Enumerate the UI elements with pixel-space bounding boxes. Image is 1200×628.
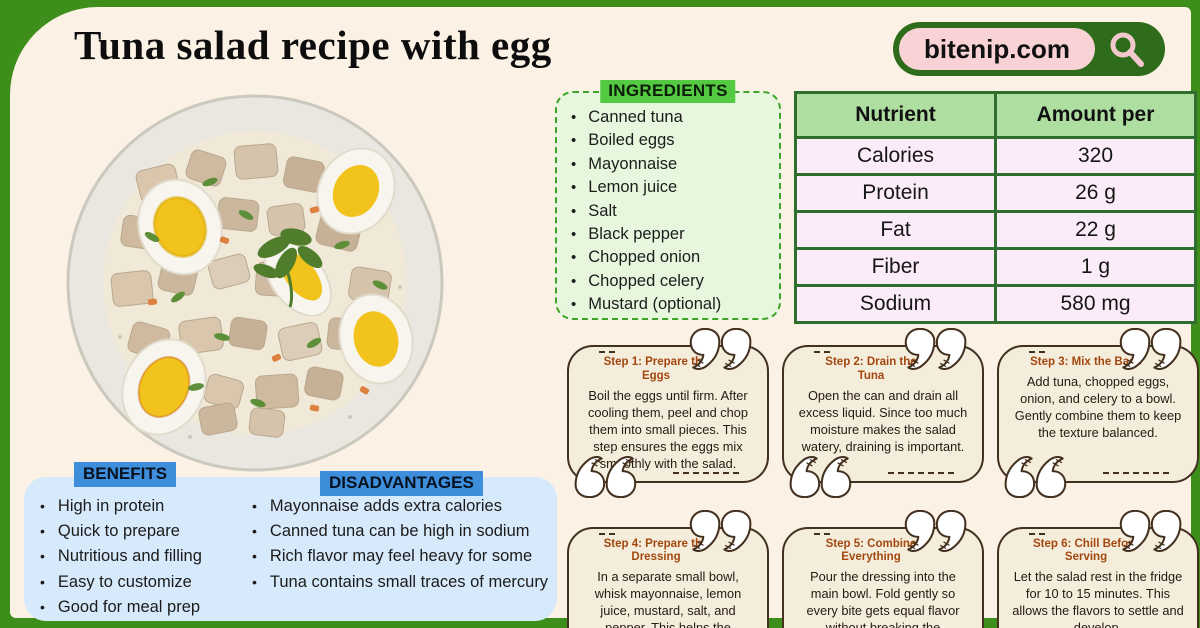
ingredient-item: Salt bbox=[571, 200, 771, 223]
tuna-salad-bowl-image bbox=[66, 94, 444, 472]
doodle-dash bbox=[599, 351, 615, 353]
benefit-item: Quick to prepare bbox=[40, 519, 252, 544]
doodle-dash bbox=[1103, 471, 1169, 474]
ingredient-item: Canned tuna bbox=[571, 106, 771, 129]
content-panel: Tuna salad recipe with egg bitenip.com bbox=[10, 7, 1199, 628]
site-badge[interactable]: bitenip.com bbox=[893, 22, 1165, 76]
benefit-item: Easy to customize bbox=[40, 570, 252, 595]
nutrient-value: 1 g bbox=[994, 247, 1197, 287]
quote-icon bbox=[573, 456, 637, 498]
ingredient-item: Mayonnaise bbox=[571, 153, 771, 176]
nutrient-name: Fat bbox=[794, 210, 997, 250]
nutrient-name: Protein bbox=[794, 173, 997, 213]
table-row: Sodium 580 mg bbox=[794, 284, 1197, 324]
step-card: Step 6: Chill Before Serving Let the sal… bbox=[997, 527, 1199, 628]
search-icon[interactable] bbox=[1107, 31, 1147, 69]
disadvantage-item: Mayonnaise adds extra calories bbox=[252, 494, 551, 519]
ingredient-item: Black pepper bbox=[571, 223, 771, 246]
nutrient-value: 22 g bbox=[994, 210, 1197, 250]
step-title: Step 4: Prepare the Dressing bbox=[603, 537, 709, 564]
step-card: Step 1: Prepare the Eggs Boil the eggs u… bbox=[567, 345, 769, 483]
quote-icon bbox=[904, 328, 968, 370]
table-row: Fiber 1 g bbox=[794, 247, 1197, 287]
table-row: Calories 320 bbox=[794, 136, 1197, 176]
nutrient-name: Calories bbox=[794, 136, 997, 176]
step-title: Step 1: Prepare the Eggs bbox=[603, 356, 709, 382]
step-title: Step 5: Combine Everything bbox=[825, 537, 917, 564]
disadvantages-list: Mayonnaise adds extra caloriesCanned tun… bbox=[252, 494, 551, 595]
steps-grid: Step 1: Prepare the Eggs Boil the eggs u… bbox=[567, 345, 1199, 628]
benefit-item: Good for meal prep bbox=[40, 595, 252, 620]
quote-icon bbox=[904, 510, 968, 552]
quote-icon bbox=[689, 328, 753, 370]
step-body: Open the can and drain all excess liquid… bbox=[798, 387, 968, 454]
benefit-item: Nutritious and filling bbox=[40, 544, 252, 569]
doodle-dash bbox=[673, 471, 739, 474]
nutrient-value: 26 g bbox=[994, 173, 1197, 213]
disadvantage-item: Canned tuna can be high in sodium bbox=[252, 519, 551, 544]
ingredients-panel: INGREDIENTS Canned tunaBoiled eggsMayonn… bbox=[555, 80, 781, 320]
step-card: Step 4: Prepare the Dressing In a separa… bbox=[567, 527, 769, 628]
step-body: Let the salad rest in the fridge for 10 … bbox=[1012, 569, 1184, 628]
benefits-header: BENEFITS bbox=[74, 462, 177, 487]
nutrient-name: Fiber bbox=[794, 247, 997, 287]
ingredient-item: Chopped celery bbox=[571, 270, 771, 293]
quote-icon bbox=[788, 456, 852, 498]
ingredient-item: Lemon juice bbox=[571, 176, 771, 199]
ingredients-header: INGREDIENTS bbox=[600, 80, 736, 103]
quote-icon bbox=[689, 510, 753, 552]
doodle-dash bbox=[888, 471, 954, 474]
nutrient-value: 320 bbox=[994, 136, 1197, 176]
nutrient-value: 580 mg bbox=[994, 284, 1197, 324]
benefits-list: High in proteinQuick to prepareNutritiou… bbox=[40, 494, 252, 620]
benefits-disadvantages-panel: BENEFITS DISADVANTAGES High in proteinQu… bbox=[24, 462, 557, 621]
doodle-dash bbox=[599, 532, 615, 535]
quote-icon bbox=[1119, 328, 1183, 370]
disadvantage-item: Rich flavor may feel heavy for some bbox=[252, 544, 551, 569]
step-body: Boil the eggs until firm. After cooling … bbox=[587, 387, 749, 471]
nutrient-name: Sodium bbox=[794, 284, 997, 324]
benefit-item: High in protein bbox=[40, 494, 252, 519]
quote-icon bbox=[1003, 456, 1067, 498]
nutrition-header-cell: Amount per bbox=[994, 91, 1197, 139]
step-title: Step 6: Chill Before Serving bbox=[1032, 537, 1140, 564]
step-card: Step 3: Mix the Base Add tuna, chopped e… bbox=[997, 345, 1199, 483]
step-body: Pour the dressing into the main bowl. Fo… bbox=[806, 569, 960, 628]
table-row: Fat 22 g bbox=[794, 210, 1197, 250]
table-row: Protein 26 g bbox=[794, 173, 1197, 213]
doodle-dash bbox=[1029, 532, 1045, 535]
step-title: Step 2: Drain the Tuna bbox=[825, 356, 917, 382]
doodle-dash bbox=[814, 351, 830, 353]
step-card: Step 5: Combine Everything Pour the dres… bbox=[782, 527, 984, 628]
nutrition-header-cell: Nutrient bbox=[794, 91, 997, 139]
doodle-dash bbox=[1029, 351, 1045, 353]
step-title: Step 3: Mix the Base bbox=[1030, 356, 1142, 368]
ingredient-item: Boiled eggs bbox=[571, 129, 771, 152]
step-card: Step 2: Drain the Tuna Open the can and … bbox=[782, 345, 984, 483]
quote-icon bbox=[1119, 510, 1183, 552]
step-body: In a separate small bowl, whisk mayonnai… bbox=[594, 569, 742, 628]
step-body: Add tuna, chopped eggs, onion, and celer… bbox=[1014, 373, 1182, 440]
site-badge-label: bitenip.com bbox=[898, 27, 1096, 71]
ingredient-item: Chopped onion bbox=[571, 246, 771, 269]
nutrition-header-row: Nutrient Amount per bbox=[794, 91, 1197, 139]
disadvantage-item: Tuna contains small traces of mercury bbox=[252, 570, 551, 595]
ingredient-item: Mustard (optional) bbox=[571, 293, 771, 316]
nutrition-table: Nutrient Amount per Calories 320 Protein … bbox=[794, 91, 1197, 324]
ingredients-list: Canned tunaBoiled eggsMayonnaiseLemon ju… bbox=[557, 93, 779, 317]
doodle-dash bbox=[814, 532, 830, 535]
page-title: Tuna salad recipe with egg bbox=[74, 22, 552, 68]
disadvantages-header: DISADVANTAGES bbox=[320, 471, 483, 496]
